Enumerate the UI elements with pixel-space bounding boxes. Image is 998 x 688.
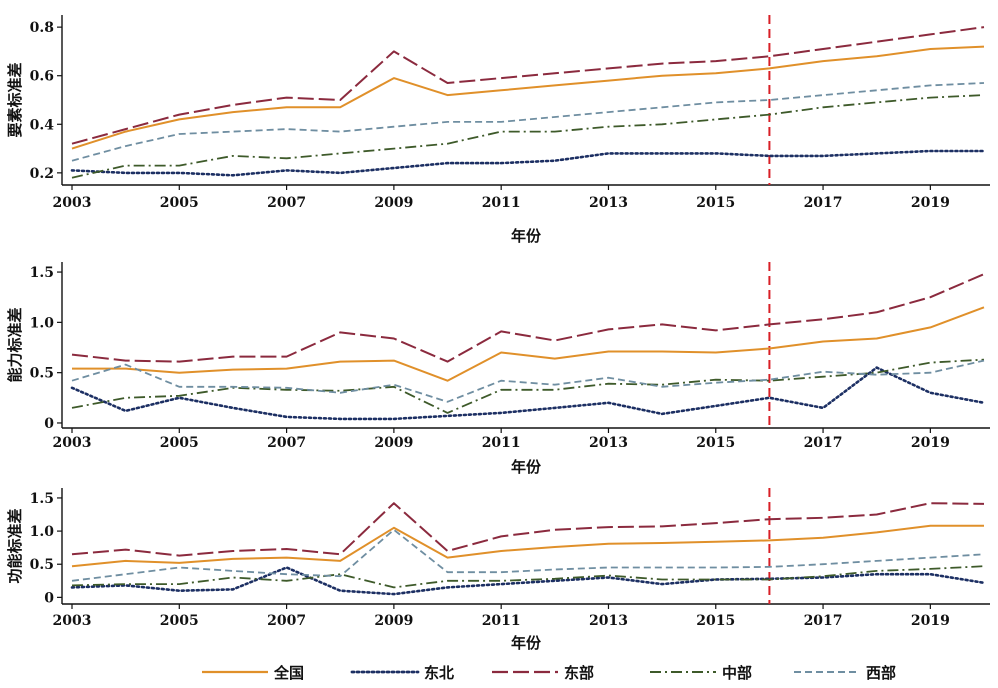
x-tick-label: 2005 (160, 613, 199, 629)
series-line-3-西部 (71, 528, 985, 582)
x-tick-label: 2017 (804, 613, 843, 629)
y-tick-label: 0.8 (30, 20, 54, 36)
y-tick-label: 1.5 (30, 491, 54, 507)
x-tick-label: 2007 (267, 613, 306, 629)
x-tick-label: 2007 (267, 435, 306, 451)
x-tick-label: 2007 (267, 195, 306, 211)
x-tick-label: 2015 (696, 195, 735, 211)
x-tick-label: 2019 (911, 195, 950, 211)
x-tick-label: 2013 (589, 435, 628, 451)
series-line-1-东部 (71, 26, 985, 145)
x-tick-label: 2013 (589, 613, 628, 629)
series-line-2-中部 (71, 358, 985, 414)
x-tick-label: 2011 (482, 195, 521, 211)
series-line-3-中部 (71, 565, 985, 589)
x-tick-label: 2019 (911, 613, 950, 629)
x-axis-label: 年份 (511, 458, 542, 476)
x-tick-label: 2005 (160, 195, 199, 211)
x-axis-label: 年份 (511, 227, 542, 245)
legend-label: 西部 (866, 664, 896, 682)
series-line-2-西部 (71, 359, 985, 403)
y-tick-label: 0.6 (30, 69, 54, 85)
y-tick-label: 0.2 (30, 166, 54, 182)
panel-1: 0.2 0.4 0.6 0.8 2003 2005 2007 2009 2011 2013 2015… (6, 15, 990, 245)
y-tick-label: 0.5 (30, 366, 54, 382)
series-line-3-东部 (71, 502, 985, 557)
x-tick-label: 2019 (911, 435, 950, 451)
x-tick-label: 2011 (482, 435, 521, 451)
x-tick-label: 2005 (160, 435, 199, 451)
y-tick-label: 1.0 (30, 524, 55, 540)
legend: 全国 东北 东部 中部 西部 (202, 664, 896, 682)
legend-label: 东部 (564, 664, 594, 682)
legend-label: 中部 (722, 664, 752, 682)
legend-label: 全国 (273, 664, 304, 682)
x-tick-label: 2003 (53, 195, 92, 211)
series-line-1-中部 (71, 94, 985, 179)
x-tick-label: 2015 (696, 435, 735, 451)
series-line-3-全国 (71, 524, 984, 568)
y-tick-label: 0.4 (30, 117, 55, 133)
x-tick-label: 2009 (374, 195, 413, 211)
y-axis-label: 要素标准差 (6, 62, 24, 137)
series-line-1-西部 (71, 82, 985, 162)
series-line-1-全国 (71, 45, 985, 150)
x-tick-label: 2009 (374, 435, 413, 451)
y-tick-label: 0.5 (30, 557, 54, 573)
series-line-3-东北 (70, 566, 986, 596)
x-tick-label: 2013 (589, 195, 628, 211)
x-tick-label: 2017 (804, 435, 843, 451)
x-tick-label: 2003 (53, 613, 92, 629)
x-tick-label: 2003 (53, 435, 92, 451)
x-tick-label: 2009 (374, 613, 413, 629)
panel-3: 0 0.5 1.0 1.5 2003 2005 2007 2009 2011 2013 2015 20… (6, 488, 990, 652)
y-tick-label: 0 (44, 590, 54, 606)
x-tick-label: 2015 (696, 613, 735, 629)
series-line-2-东部 (71, 273, 985, 363)
panel-2: 0 0.5 1.0 1.5 2003 2005 2007 2009 2011 2013 2015 20… (6, 262, 990, 476)
series-line-2-东北 (70, 366, 986, 421)
series-line-2-全国 (72, 306, 985, 382)
y-tick-label: 1.0 (30, 315, 55, 331)
y-tick-label: 1.5 (30, 265, 54, 281)
series-line-1-东北 (70, 149, 986, 177)
x-axis-label: 年份 (511, 634, 542, 652)
x-tick-label: 2011 (482, 613, 521, 629)
x-tick-label: 2017 (804, 195, 843, 211)
legend-label: 东北 (424, 664, 454, 682)
y-axis-label: 功能标准差 (6, 508, 24, 583)
y-tick-label: 0 (44, 416, 54, 432)
y-axis-label: 能力标准差 (6, 307, 24, 382)
